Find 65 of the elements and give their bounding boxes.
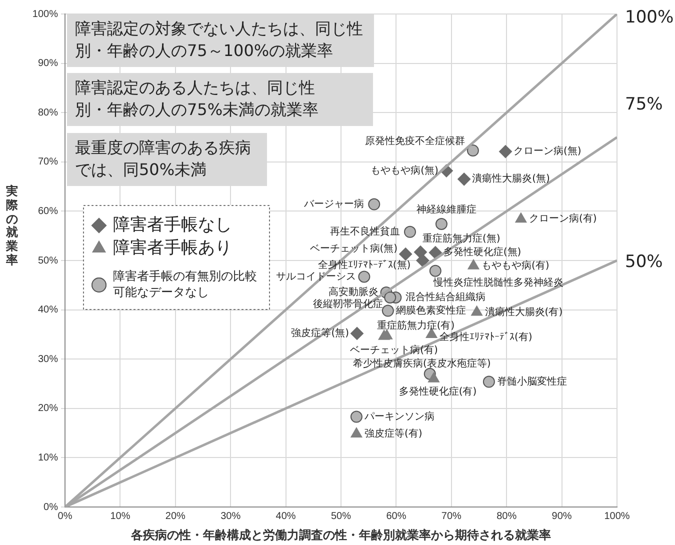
annotation: ベーチェット病(有) xyxy=(350,344,438,356)
text-box: 障害認定のある人たちは、同じ性別・年齢の人の75%未満の就業率 xyxy=(67,73,373,126)
y-tick-label: 10% xyxy=(38,452,58,464)
x-tick-label: 60% xyxy=(386,510,406,522)
x-tick-label: 90% xyxy=(552,510,572,522)
annotation: 再生不良性貧血 xyxy=(330,226,400,238)
legend-label: 障害者手帳あり xyxy=(113,238,232,258)
annotation: 後縦靭帯骨化症 xyxy=(313,298,384,310)
annotation: 網膜色素変性症 xyxy=(394,304,466,316)
legend-label: 障害者手帳なし xyxy=(113,214,232,235)
annotation: 最重度の障害のある疾病では、同50%未満 xyxy=(75,137,252,182)
annotation: 多発性硬化症(有) xyxy=(398,385,477,398)
annotation: 混合性結合組織病 xyxy=(406,291,486,304)
annotation: 神経線維腫症 xyxy=(416,204,476,216)
annotation: クローン病(有) xyxy=(528,212,597,225)
x-tick-label: 30% xyxy=(220,510,241,522)
annotation: 慢性炎症性脱髄性多発神経炎 xyxy=(432,276,564,288)
annotation: もやもや病(無) xyxy=(370,164,439,176)
x-tick-label: 40% xyxy=(276,510,296,522)
annotation: ベーチェット病(無) xyxy=(310,242,398,255)
annotation: サルコイドーシス xyxy=(276,271,356,282)
annotation: 潰瘍性大腸炎(有) xyxy=(484,306,563,318)
annotation: もやもや病(有) xyxy=(481,260,550,272)
annotation: 全身性ｴﾘﾃﾏﾄｰﾃﾞｽ(無) xyxy=(318,259,411,272)
annotation: 100% xyxy=(625,7,674,28)
text-box: 最重度の障害のある疾病では、同50%未満 xyxy=(67,133,267,186)
annotation: 強皮症等(無) xyxy=(291,327,350,340)
x-tick-label: 10% xyxy=(110,510,130,522)
x-axis-title: 各疾病の性・年齢構成と労働力調査の性・年齢別就業率から期待される就業率 xyxy=(130,528,551,542)
annotation: 脊髄小脳変性症 xyxy=(496,375,567,388)
x-tick-label: 50% xyxy=(330,510,352,522)
y-tick-label: 30% xyxy=(38,354,58,365)
y-tick-label: 80% xyxy=(38,107,58,118)
annotation: 50% xyxy=(625,252,663,272)
x-tick-label: 70% xyxy=(441,510,462,522)
x-tick-label: 100% xyxy=(604,510,630,522)
annotation: 多発性硬化症(無) xyxy=(443,246,522,258)
y-axis-title: 実際の就業率 xyxy=(6,184,19,268)
annotation: 障害認定のある人たちは、同じ性別・年齢の人の75%未満の就業率 xyxy=(75,77,320,122)
annotation: 全身性ｴﾘﾃﾏﾄｰﾃﾞｽ(有) xyxy=(440,331,532,344)
y-tick-label: 40% xyxy=(38,304,58,316)
y-tick-label: 0% xyxy=(44,502,58,513)
y-tick-label: 50% xyxy=(38,255,58,266)
annotation: 障害認定の対象でない人たちは、同じ性別・年齢の人の75～100%の就業率 xyxy=(75,18,364,62)
annotation: 強皮症等(有) xyxy=(364,428,422,440)
x-tick-label: 20% xyxy=(165,510,186,522)
y-tick-label: 20% xyxy=(38,403,58,414)
annotation: クローン病(無) xyxy=(513,145,582,158)
y-tick-label: 60% xyxy=(38,206,58,217)
annotation: 重症筋無力症(有) xyxy=(376,320,455,332)
legend-label: 障害者手帳の有無別の比較可能なデータなし xyxy=(113,269,257,300)
annotation: バージャー病 xyxy=(303,198,364,210)
text-box: 障害認定の対象でない人たちは、同じ性別・年齢の人の75～100%の就業率 xyxy=(67,14,374,67)
x-tick-label: 0% xyxy=(58,510,72,522)
y-tick-label: 70% xyxy=(38,156,58,168)
x-tick-label: 80% xyxy=(496,510,517,522)
annotation: パーキンソン病 xyxy=(363,410,434,422)
annotation: 潰瘍性大腸炎(無) xyxy=(472,172,550,185)
annotation: 原発性免疫不全症候群 xyxy=(364,135,465,148)
y-tick-label: 90% xyxy=(38,58,58,70)
annotation: 高安動脈炎 xyxy=(328,286,378,298)
y-tick-label: 100% xyxy=(32,8,58,20)
annotation: 希少性皮膚疾病(表皮水疱症等) xyxy=(352,357,491,370)
annotation: 重症筋無力症(無) xyxy=(422,232,500,245)
annotation: 75% xyxy=(625,94,663,115)
